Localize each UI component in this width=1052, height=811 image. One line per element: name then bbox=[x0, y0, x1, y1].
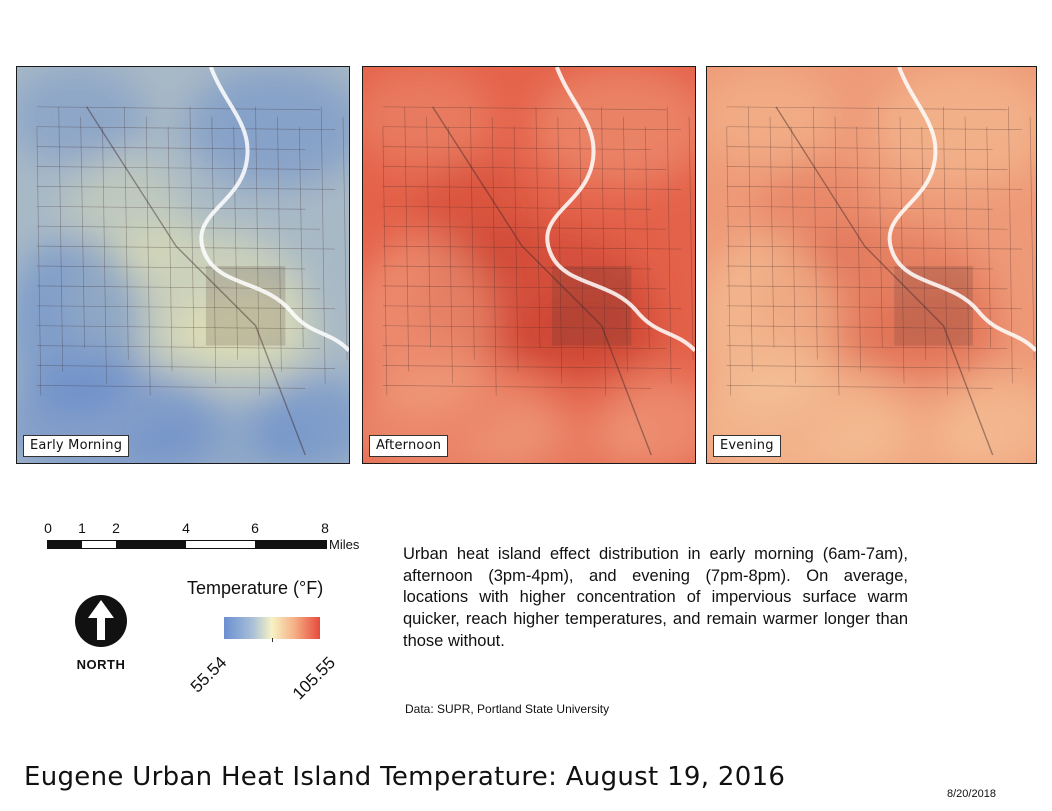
heat-map-early-morning bbox=[17, 67, 349, 463]
scale-tick: 2 bbox=[112, 520, 120, 536]
scale-bar-graphic bbox=[47, 540, 327, 549]
panel-label-evening: Evening bbox=[713, 435, 781, 457]
panel-label-afternoon: Afternoon bbox=[369, 435, 449, 457]
map-title: Eugene Urban Heat Island Temperature: Au… bbox=[24, 762, 786, 792]
scale-tick: 6 bbox=[251, 520, 259, 536]
scale-tick: 0 bbox=[44, 520, 52, 536]
panel-label-early-morning: Early Morning bbox=[23, 435, 130, 457]
legend-min-value: 55.54 bbox=[186, 652, 231, 697]
legend-title: Temperature (°F) bbox=[187, 578, 324, 598]
north-arrow-icon bbox=[75, 595, 127, 647]
north-label: NORTH bbox=[76, 657, 126, 672]
map-panel-afternoon: Afternoon bbox=[362, 66, 696, 464]
data-credit: Data: SUPR, Portland State University bbox=[405, 702, 610, 716]
map-panel-evening: Evening bbox=[706, 66, 1037, 464]
scale-tick: 4 bbox=[182, 520, 190, 536]
legend-max-value: 105.55 bbox=[288, 653, 340, 704]
heat-map-afternoon bbox=[363, 67, 695, 463]
scale-bar: 0 1 2 4 6 8 Miles bbox=[40, 518, 380, 558]
scale-tick: 8 bbox=[321, 520, 329, 536]
legend-midpoint-mark bbox=[272, 638, 273, 642]
print-date: 8/20/2018 bbox=[947, 788, 996, 800]
scale-units: Miles bbox=[329, 537, 360, 552]
map-panel-early-morning: Early Morning bbox=[16, 66, 350, 464]
north-arrow: NORTH bbox=[70, 594, 132, 672]
description-text: Urban heat island effect distribution in… bbox=[403, 545, 908, 650]
legend-color-ramp bbox=[224, 617, 320, 642]
scale-tick: 1 bbox=[78, 520, 86, 536]
heat-map-evening bbox=[707, 67, 1036, 463]
